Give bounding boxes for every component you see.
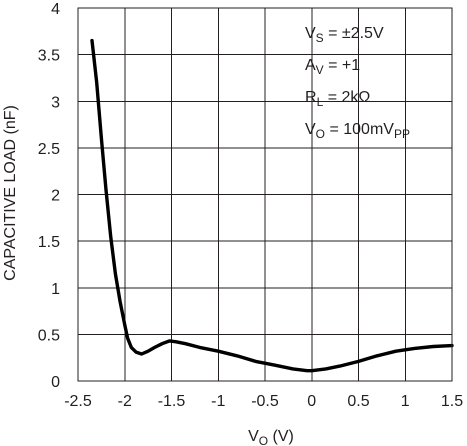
x-tick-label: 0.5: [347, 393, 369, 410]
x-axis-title: VO (V): [248, 428, 294, 446]
plot-frame: [77, 7, 453, 382]
y-tick-label: 3: [51, 94, 60, 111]
y-axis-title: CAPACITIVE LOAD (nF): [2, 105, 19, 281]
y-tick-label: 2: [51, 188, 60, 205]
y-tick-label: 0.5: [38, 327, 60, 344]
series-layer: [90, 38, 454, 373]
y-tick-label: 3.5: [38, 48, 60, 65]
condition-label: VO = 100mVPP: [305, 121, 410, 141]
condition-label: VS = ±2.5V: [305, 25, 384, 45]
x-tick-label: -2: [118, 393, 132, 410]
series-line-0: [90, 38, 454, 373]
x-tick-label: -1: [211, 393, 225, 410]
y-tick-label: 0: [51, 374, 60, 391]
y-tick-label: 1.5: [38, 234, 60, 251]
x-tick-labels: -2.5 -2 -1.5 -1 -0.5 0 0.5 1 1.5: [64, 393, 463, 410]
y-tick-label: 4: [51, 1, 60, 18]
y-tick-label: 2.5: [38, 141, 60, 158]
test-conditions: VS = ±2.5V AV = +1 RL = 2kΩ VO = 100mVPP: [305, 25, 410, 141]
x-tick-label: -0.5: [251, 393, 279, 410]
y-tick-labels: 0 0.5 1 1.5 2 2.5 3 3.5 4: [38, 1, 60, 391]
condition-label: RL = 2kΩ: [305, 89, 370, 109]
x-tick-label: -2.5: [64, 393, 92, 410]
x-tick-label: 1: [401, 393, 410, 410]
x-tick-label: 0: [307, 393, 316, 410]
grid-lines: [77, 7, 453, 382]
x-tick-label: 1.5: [441, 393, 463, 410]
x-tick-label: -1.5: [158, 393, 186, 410]
y-tick-label: 1: [51, 281, 60, 298]
condition-label: AV = +1: [305, 57, 360, 77]
